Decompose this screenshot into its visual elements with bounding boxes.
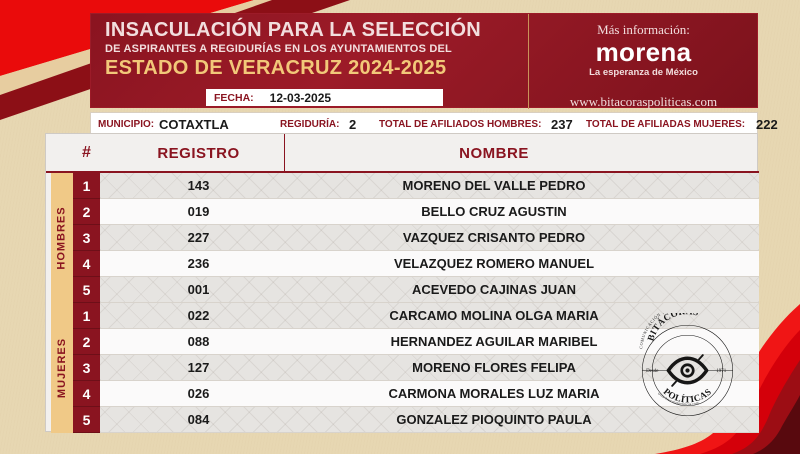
svg-text:1971: 1971 [716,369,726,374]
svg-text:Desde: Desde [646,369,659,374]
